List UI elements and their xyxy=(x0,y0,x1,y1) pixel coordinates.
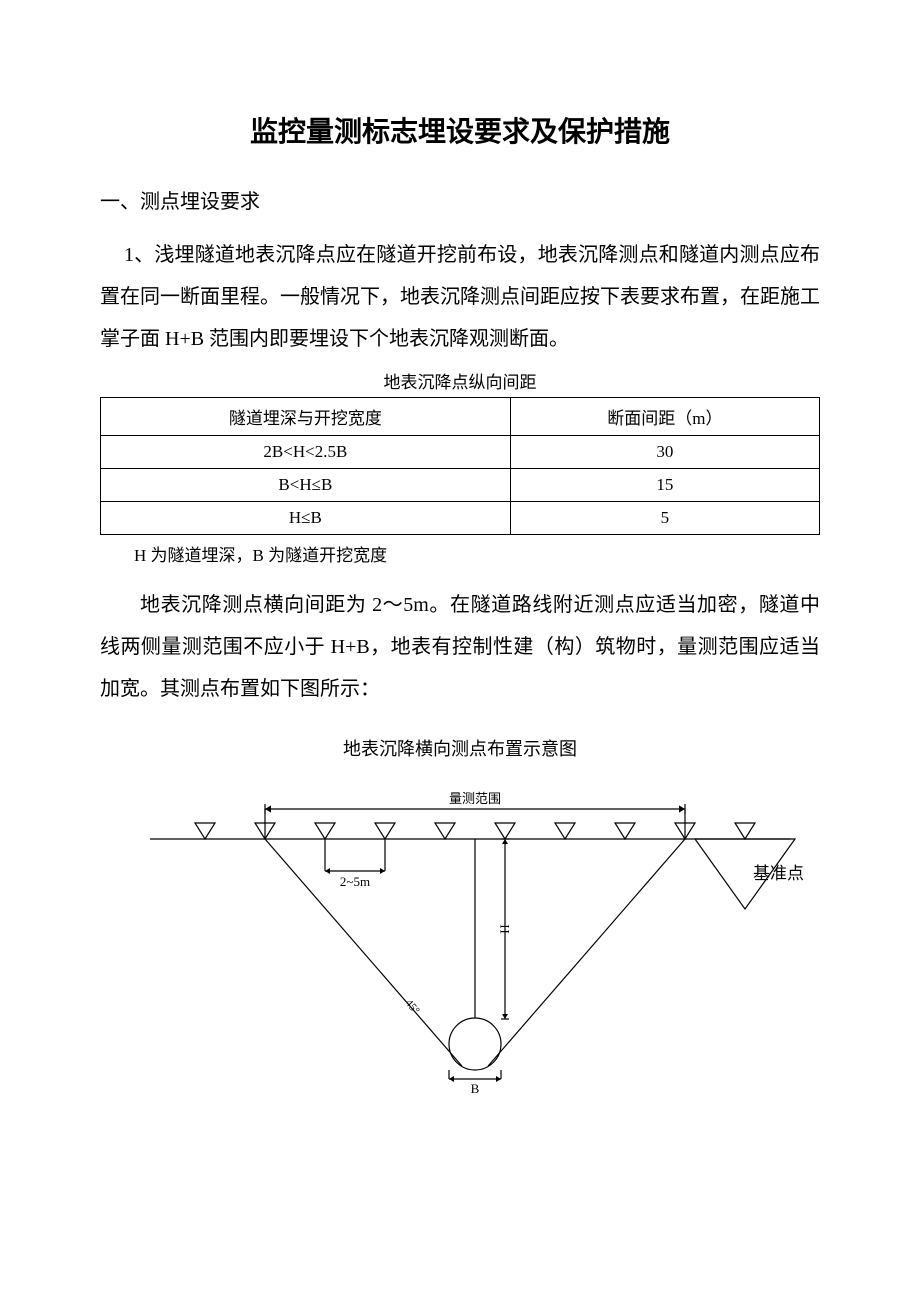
diagram-container: 量测范围2~5m基准点HB45° xyxy=(100,779,820,1099)
section-heading-1: 一、测点埋设要求 xyxy=(100,185,820,214)
table-header-row: 隧道埋深与开挖宽度 断面间距（m） xyxy=(101,398,820,436)
table-header: 断面间距（m） xyxy=(510,398,819,436)
settlement-diagram: 量测范围2~5m基准点HB45° xyxy=(110,779,810,1099)
paragraph-1: 1、浅埋隧道地表沉降点应在隧道开挖前布设，地表沉降测点和隧道内测点应布置在同一断… xyxy=(100,234,820,360)
svg-text:基准点: 基准点 xyxy=(753,864,804,883)
table-row: 2B<H<2.5B 30 xyxy=(101,436,820,469)
table-cell: 2B<H<2.5B xyxy=(101,436,511,469)
svg-text:量测范围: 量测范围 xyxy=(449,791,501,806)
svg-text:2~5m: 2~5m xyxy=(340,874,370,889)
table-cell: 30 xyxy=(510,436,819,469)
table-cell: 15 xyxy=(510,469,819,502)
spacing-table: 隧道埋深与开挖宽度 断面间距（m） 2B<H<2.5B 30 B<H≤B 15 … xyxy=(100,397,820,535)
table-row: B<H≤B 15 xyxy=(101,469,820,502)
table-header: 隧道埋深与开挖宽度 xyxy=(101,398,511,436)
diagram-caption: 地表沉降横向测点布置示意图 xyxy=(100,735,820,761)
table-cell: 5 xyxy=(510,502,819,535)
table-caption: 地表沉降点纵向间距 xyxy=(100,368,820,393)
table-note: H 为隧道埋深，B 为隧道开挖宽度 xyxy=(100,541,820,566)
svg-text:B: B xyxy=(471,1081,480,1096)
svg-text:H: H xyxy=(497,924,512,933)
table-cell: B<H≤B xyxy=(101,469,511,502)
page-title: 监控量测标志埋设要求及保护措施 xyxy=(100,110,820,150)
table-cell: H≤B xyxy=(101,502,511,535)
table-row: H≤B 5 xyxy=(101,502,820,535)
paragraph-2: 地表沉降测点横向间距为 2～5m。在隧道路线附近测点应适当加密，隧道中线两侧量测… xyxy=(100,584,820,710)
